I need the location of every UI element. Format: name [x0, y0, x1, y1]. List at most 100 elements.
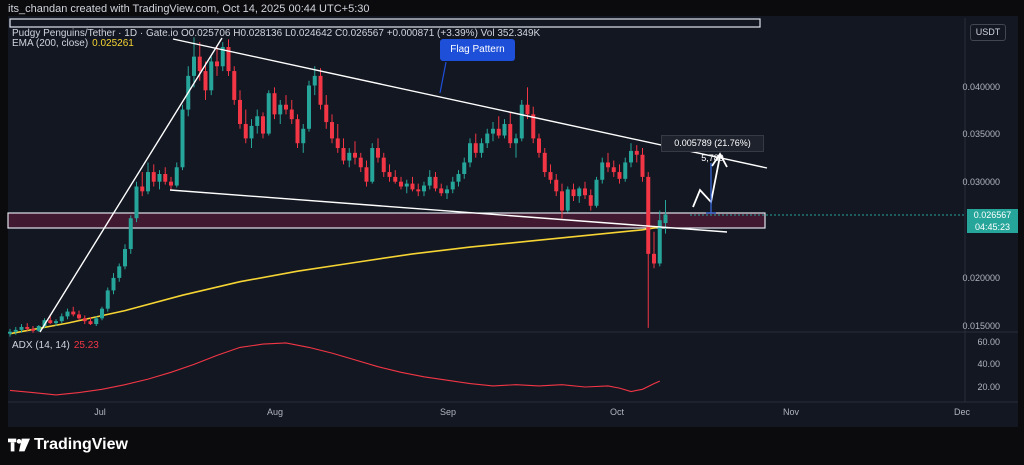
candle-body	[560, 191, 564, 211]
candle-countdown: 04:45:23	[974, 222, 1011, 232]
time-tick: Jul	[94, 407, 106, 417]
candle-body	[629, 150, 633, 163]
candle-body	[663, 214, 668, 224]
adx-line	[9, 342, 661, 396]
candle-body	[571, 189, 576, 197]
projection-arrow	[692, 155, 721, 208]
candle-body	[42, 320, 47, 326]
candle-body	[623, 162, 628, 179]
candle-body	[284, 104, 288, 110]
candle-body	[468, 143, 472, 163]
flag-lower-trendline	[169, 189, 728, 233]
candle-body	[19, 326, 24, 330]
candle-body	[416, 189, 421, 192]
candle-body	[77, 314, 81, 319]
candle-body	[531, 114, 536, 139]
currency-button[interactable]: USDT	[970, 24, 1006, 41]
candle-body	[65, 311, 70, 317]
price-tick: 0.015000	[962, 321, 1000, 331]
callout-pointer	[439, 61, 447, 94]
candle-body	[192, 56, 196, 76]
candle-body	[496, 128, 501, 136]
flag-pattern-callout[interactable]: Flag Pattern	[440, 39, 515, 61]
price-tick: 0.035000	[962, 129, 1000, 139]
candle-body	[13, 329, 18, 332]
ema-legend[interactable]: EMA (200, close) 0.025261	[12, 38, 134, 49]
candle-body	[301, 128, 306, 144]
candle-body	[272, 93, 277, 115]
candle-body	[617, 172, 622, 179]
candle-body	[370, 148, 375, 182]
current-price-tag: 0.026567 04:45:23	[967, 209, 1018, 233]
candle-body	[353, 152, 357, 158]
candle-body	[324, 104, 329, 123]
tradingview-logo[interactable]: TradingView	[8, 436, 128, 454]
candle-body	[36, 326, 41, 331]
candle-body	[163, 174, 168, 182]
ema-label: EMA (200, close)	[12, 38, 89, 49]
candle-body	[341, 148, 346, 161]
candle-body	[25, 326, 30, 329]
adx-value: 25.23	[73, 340, 99, 351]
flagpole-line	[39, 37, 223, 333]
time-tick: Aug	[266, 407, 284, 417]
candle-body	[8, 331, 12, 334]
candle-body	[94, 318, 99, 325]
candle-body	[180, 109, 185, 168]
price-tick: 0.030000	[962, 177, 1000, 187]
candle-body	[485, 133, 490, 144]
candle-body	[381, 157, 386, 173]
candle-body	[537, 138, 541, 153]
candle-body	[220, 47, 225, 67]
candle-body	[450, 181, 455, 190]
candle-body	[151, 172, 156, 182]
candle-body	[410, 183, 415, 190]
candle-body	[215, 61, 219, 67]
candle-body	[318, 75, 323, 105]
candle-body	[364, 167, 369, 182]
candle-body	[548, 172, 553, 180]
candle-body	[376, 148, 380, 158]
candle-body	[588, 195, 593, 206]
time-tick: Sep	[439, 407, 457, 417]
candle-body	[611, 167, 616, 173]
candle-body	[433, 176, 438, 189]
candle-body	[238, 99, 242, 124]
price-tick: 0.040000	[962, 82, 1000, 92]
candle-body	[330, 122, 334, 139]
candle-body	[554, 179, 559, 192]
adx-tick: 60.00	[977, 337, 1000, 347]
candle-body	[232, 71, 237, 100]
candle-body	[600, 162, 605, 180]
candle-body	[508, 123, 513, 144]
time-tick: Nov	[782, 407, 800, 417]
candle-body	[54, 321, 58, 324]
ema-200-line	[9, 226, 660, 335]
candle-body	[226, 47, 231, 72]
candle-body	[491, 128, 495, 134]
adx-legend[interactable]: ADX (14, 14) 25.23	[12, 340, 99, 351]
current-price: 0.026567	[973, 210, 1012, 220]
candle-body	[606, 162, 610, 168]
candle-body	[393, 176, 398, 182]
candle-body	[243, 123, 248, 139]
candle-body	[31, 328, 35, 331]
candle-body	[634, 150, 639, 155]
candle-body	[82, 318, 87, 322]
candle-body	[646, 176, 651, 254]
candle-body	[117, 266, 122, 278]
candle-body	[59, 316, 64, 322]
candle-body	[583, 188, 587, 196]
time-tick: Oct	[609, 407, 625, 417]
header-outline	[9, 18, 761, 28]
adx-tick: 40.00	[977, 359, 1000, 369]
projection-arrow-head	[711, 152, 728, 168]
candle-body	[203, 71, 208, 91]
measurement-label[interactable]: 0.005789 (21.76%) 5,789	[661, 135, 764, 163]
candle-body	[427, 176, 432, 186]
candle-body	[140, 186, 145, 192]
ema-value: 0.025261	[92, 38, 134, 49]
candle-body	[525, 104, 530, 115]
candle-body	[255, 116, 260, 126]
